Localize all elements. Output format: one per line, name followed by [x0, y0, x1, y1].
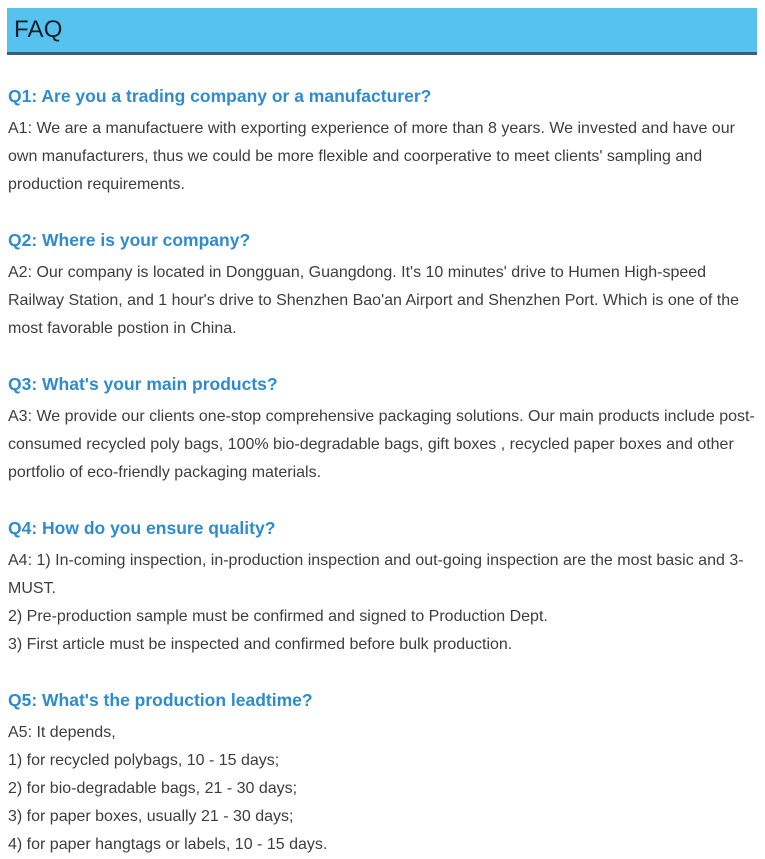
faq-answer-line: 2) Pre-production sample must be confirm…: [8, 608, 548, 625]
faq-answer: A4: 1) In-coming inspection, in-producti…: [8, 547, 757, 659]
faq-answer: A2: Our company is located in Dongguan, …: [8, 259, 757, 343]
faq-answer: A1: We are a manufactuere with exporting…: [8, 115, 757, 199]
faq-item-q4: Q4: How do you ensure quality? A4: 1) In…: [7, 517, 757, 659]
faq-question: Q3: What's your main products?: [8, 374, 278, 394]
faq-question: Q1: Are you a trading company or a manuf…: [8, 86, 432, 106]
faq-answer: A3: We provide our clients one-stop comp…: [8, 403, 757, 487]
faq-answer-line: A1: We are a manufactuere with exporting…: [8, 120, 735, 193]
faq-answer-line: 1) for recycled polybags, 10 - 15 days;: [8, 752, 280, 769]
faq-answer-line: 2) for bio-degradable bags, 21 - 30 days…: [8, 780, 298, 797]
faq-answer-line: 3) First article must be inspected and c…: [8, 636, 513, 653]
faq-item-q1: Q1: Are you a trading company or a manuf…: [7, 85, 757, 199]
faq-answer-line: 4) for paper hangtags or labels, 10 - 15…: [8, 836, 328, 853]
faq-item-q2: Q2: Where is your company? A2: Our compa…: [7, 229, 757, 343]
faq-answer-line: 3) for paper boxes, usually 21 - 30 days…: [8, 808, 294, 825]
faq-answer-line: A2: Our company is located in Dongguan, …: [8, 264, 739, 337]
faq-answer-line: A4: 1) In-coming inspection, in-producti…: [8, 552, 744, 597]
faq-question: Q5: What's the production leadtime?: [8, 690, 313, 710]
faq-item-q5: Q5: What's the production leadtime? A5: …: [7, 689, 757, 859]
faq-question: Q2: Where is your company?: [8, 230, 251, 250]
faq-section-title: FAQ: [14, 16, 63, 43]
faq-section-header-bar: FAQ: [7, 8, 757, 55]
faq-answer: A5: It depends, 1) for recycled polybags…: [8, 719, 757, 859]
faq-answer-line: A5: It depends,: [8, 724, 116, 741]
faq-item-q3: Q3: What's your main products? A3: We pr…: [7, 373, 757, 487]
faq-answer-line: A3: We provide our clients one-stop comp…: [8, 408, 755, 481]
faq-question: Q4: How do you ensure quality?: [8, 518, 276, 538]
